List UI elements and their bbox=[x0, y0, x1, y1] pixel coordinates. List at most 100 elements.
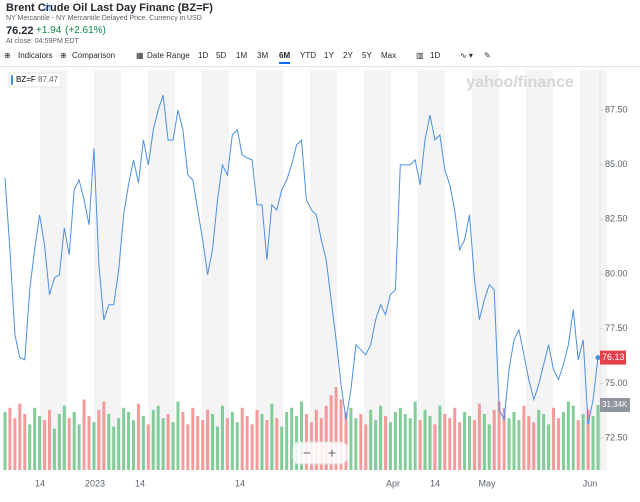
volume-bar bbox=[181, 411, 185, 470]
volume-bar bbox=[547, 424, 551, 470]
volume-bar bbox=[52, 428, 56, 470]
toolbar-button[interactable]: 1D bbox=[198, 51, 209, 60]
volume-bar bbox=[38, 416, 42, 470]
volume-bar bbox=[576, 420, 580, 470]
close-note: At close: 04:59PM EDT bbox=[6, 38, 79, 45]
y-tick-label: 75.00 bbox=[605, 378, 628, 388]
volume-bar bbox=[211, 414, 215, 470]
x-tick-label: May bbox=[478, 478, 496, 488]
legend-label: BZ=F bbox=[16, 75, 36, 84]
volume-bar bbox=[339, 399, 343, 470]
volume-bar bbox=[285, 411, 289, 470]
volume-bar bbox=[43, 420, 47, 470]
volume-bar bbox=[561, 411, 565, 470]
week-band bbox=[94, 70, 121, 470]
volume-bar bbox=[151, 409, 155, 470]
volume-bar bbox=[146, 424, 150, 470]
volume-bar bbox=[156, 405, 160, 470]
volume-bar bbox=[245, 416, 249, 470]
volume-bar bbox=[517, 420, 521, 470]
volume-bar bbox=[453, 407, 457, 470]
toolbar-button[interactable]: 1Y bbox=[324, 51, 334, 60]
volume-bar bbox=[171, 422, 175, 470]
y-tick-label: 85.00 bbox=[605, 159, 628, 169]
volume-bar bbox=[18, 403, 22, 470]
toolbar-button[interactable]: 6M bbox=[279, 51, 291, 64]
volume-bar bbox=[591, 416, 595, 470]
volume-bar bbox=[275, 418, 279, 470]
volume-bar bbox=[393, 411, 397, 470]
toolbar-button[interactable]: YTD bbox=[300, 51, 316, 60]
volume-bar bbox=[492, 409, 496, 470]
volume-bar bbox=[596, 405, 600, 470]
volume-bar bbox=[532, 422, 536, 470]
volume-bar bbox=[13, 418, 17, 470]
volume-bar bbox=[250, 424, 254, 470]
icon: ⊕ bbox=[4, 51, 11, 60]
volume-bar bbox=[270, 403, 274, 470]
zoom-in[interactable]: + bbox=[328, 445, 336, 461]
volume-bar bbox=[92, 422, 96, 470]
volume-bar bbox=[448, 418, 452, 470]
volume-bar bbox=[191, 407, 195, 470]
toolbar-button[interactable]: 1M bbox=[236, 51, 248, 60]
volume-bar bbox=[384, 416, 388, 470]
toolbar-button[interactable]: Comparison bbox=[72, 51, 116, 60]
volume-bar bbox=[57, 414, 61, 470]
watchlist-star[interactable]: ☆ bbox=[42, 0, 53, 14]
x-tick-label: 2023 bbox=[85, 478, 105, 488]
volume-bar bbox=[112, 426, 116, 470]
volume-bar bbox=[47, 409, 51, 470]
volume-bar bbox=[507, 418, 511, 470]
volume-bar bbox=[117, 418, 121, 470]
toolbar-button[interactable]: 2Y bbox=[343, 51, 353, 60]
volume-bar bbox=[586, 409, 590, 470]
volume-bar bbox=[354, 418, 358, 470]
volume-bar bbox=[487, 424, 491, 470]
subtitle: NY Mercantile - NY Mercantile Delayed Pr… bbox=[6, 15, 202, 22]
chart: yahoo/finance 72.50 75.00 77.50 80.00 82.50 85… bbox=[3, 70, 630, 488]
legend-swatch bbox=[11, 75, 13, 85]
icon: ⊕ bbox=[60, 51, 67, 60]
volume-bar bbox=[556, 418, 560, 470]
volume-bar bbox=[87, 416, 91, 470]
price-line bbox=[4, 95, 599, 425]
icon: ∿ ▾ bbox=[460, 51, 473, 60]
toolbar-button[interactable]: 3M bbox=[257, 51, 269, 60]
volume-label-box bbox=[600, 398, 630, 412]
toolbar-button[interactable]: 5Y bbox=[362, 51, 372, 60]
volume-bar bbox=[364, 424, 368, 470]
volume-bar bbox=[23, 414, 27, 470]
icon: ▦ bbox=[136, 51, 144, 60]
volume-bar bbox=[240, 407, 244, 470]
volume-bar bbox=[344, 411, 348, 470]
zoom-bg bbox=[292, 441, 348, 465]
y-tick-label: 82.50 bbox=[605, 214, 628, 224]
week-band bbox=[472, 70, 499, 470]
volume-bar bbox=[186, 424, 190, 470]
toolbar-button[interactable]: 5D bbox=[216, 51, 227, 60]
volume-bar bbox=[403, 414, 407, 470]
change: +1.94 bbox=[36, 25, 62, 36]
volume-bar bbox=[522, 405, 526, 470]
volume-bar bbox=[62, 405, 66, 470]
volume-bar bbox=[201, 420, 205, 470]
volume-bar bbox=[527, 416, 531, 470]
toolbar-button[interactable]: Date Range bbox=[147, 51, 190, 60]
week-band bbox=[364, 70, 391, 470]
legend-box bbox=[8, 72, 62, 88]
volume-bar bbox=[324, 405, 328, 470]
volume-bar bbox=[255, 409, 259, 470]
volume-bar bbox=[428, 416, 432, 470]
volume-bar bbox=[468, 416, 472, 470]
icon: ✎ bbox=[484, 51, 491, 60]
volume-bar bbox=[438, 405, 442, 470]
volume-bar bbox=[131, 420, 135, 470]
interval-button[interactable]: 1D bbox=[430, 51, 441, 60]
zoom-out[interactable]: − bbox=[303, 445, 311, 461]
price: 76.22 bbox=[6, 25, 34, 37]
volume-bar bbox=[280, 426, 284, 470]
toolbar-button[interactable]: Indicators bbox=[18, 51, 53, 60]
toolbar-button[interactable]: Max bbox=[381, 51, 397, 60]
volume-bar bbox=[72, 411, 76, 470]
